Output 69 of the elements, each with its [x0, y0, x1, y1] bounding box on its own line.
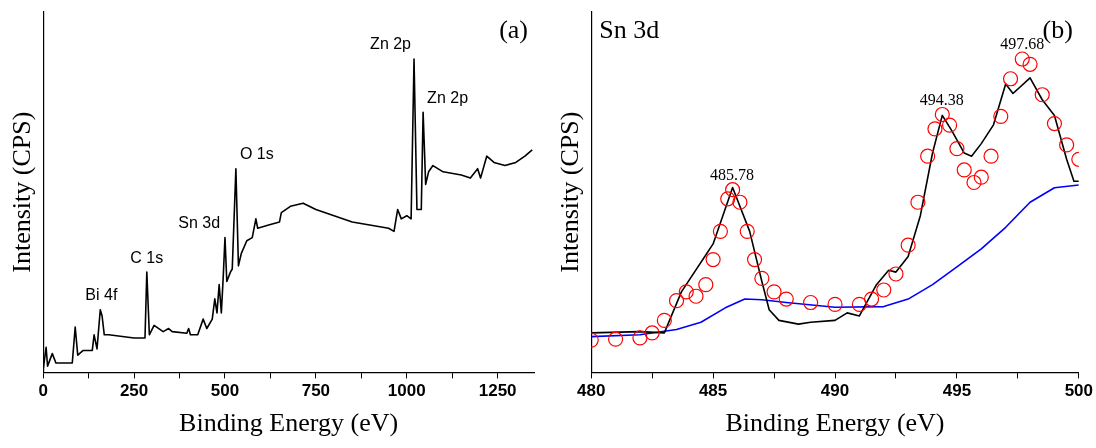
- text: (a): [499, 14, 528, 44]
- annotation: O 1s: [239, 145, 274, 163]
- point: [827, 296, 843, 312]
- point: [725, 182, 741, 198]
- point: [720, 191, 736, 207]
- y-axis-title: Intensity (CPS): [555, 111, 585, 273]
- point: [1014, 51, 1030, 67]
- point: [705, 251, 721, 268]
- text: (b): [1042, 14, 1073, 44]
- x-tick-label: 480: [577, 381, 606, 401]
- point: [1034, 87, 1050, 103]
- point: [920, 148, 936, 164]
- point: [888, 266, 904, 282]
- point: [746, 251, 763, 268]
- x-axis-title: Binding Energy (eV): [179, 408, 399, 438]
- point: [803, 294, 819, 311]
- point: [754, 270, 770, 286]
- point: [656, 312, 672, 328]
- text: Sn 3d: [599, 14, 660, 44]
- annotation: Sn 3d: [178, 214, 221, 232]
- x-tick-label: 1000: [387, 381, 426, 401]
- point: [732, 194, 748, 210]
- point: [900, 237, 916, 253]
- y-axis-title: Intensity (CPS): [7, 111, 37, 273]
- annotation: Zn 2p: [427, 88, 469, 106]
- point: [949, 141, 965, 157]
- point: [1046, 115, 1063, 132]
- x-tick-label: 250: [119, 381, 149, 401]
- point: [942, 117, 958, 133]
- x-tick-label: 490: [820, 381, 850, 401]
- point: [983, 148, 999, 164]
- point: [607, 331, 624, 347]
- point: [688, 288, 704, 304]
- point: [644, 325, 660, 341]
- point: [632, 330, 648, 346]
- x-tick-label: 485: [698, 381, 728, 401]
- point: [966, 174, 982, 191]
- annotation: Zn 2p: [370, 35, 412, 53]
- point: [956, 162, 972, 178]
- point: [934, 106, 950, 123]
- point: [739, 223, 755, 239]
- x-tick-label: 495: [942, 381, 972, 401]
- x-tick-label: 750: [301, 381, 331, 401]
- point: [1059, 137, 1075, 153]
- point: [1002, 71, 1019, 87]
- point: [876, 282, 892, 298]
- point: [678, 284, 694, 300]
- x-tick-label: 0: [38, 381, 48, 401]
- point: [766, 284, 782, 300]
- point: [993, 108, 1009, 124]
- annotation: 497.68: [1000, 35, 1045, 53]
- annotation: 494.38: [919, 90, 964, 108]
- x-tick-label: 500: [1064, 381, 1094, 401]
- point: [668, 293, 685, 309]
- x-axis-title: Binding Energy (eV): [725, 408, 945, 438]
- annotation: 485.78: [710, 165, 755, 183]
- point: [698, 277, 714, 293]
- x-tick-label: 1250: [478, 381, 517, 401]
- point: [910, 194, 926, 210]
- point: [973, 169, 989, 185]
- point: [851, 296, 867, 312]
- point: [1022, 56, 1038, 72]
- annotation: Bi 4f: [85, 286, 118, 304]
- point: [712, 223, 729, 239]
- point: [778, 291, 794, 307]
- point: [863, 291, 880, 307]
- point: [927, 121, 943, 137]
- annotation: C 1s: [130, 248, 164, 266]
- x-tick-label: 500: [210, 381, 240, 401]
